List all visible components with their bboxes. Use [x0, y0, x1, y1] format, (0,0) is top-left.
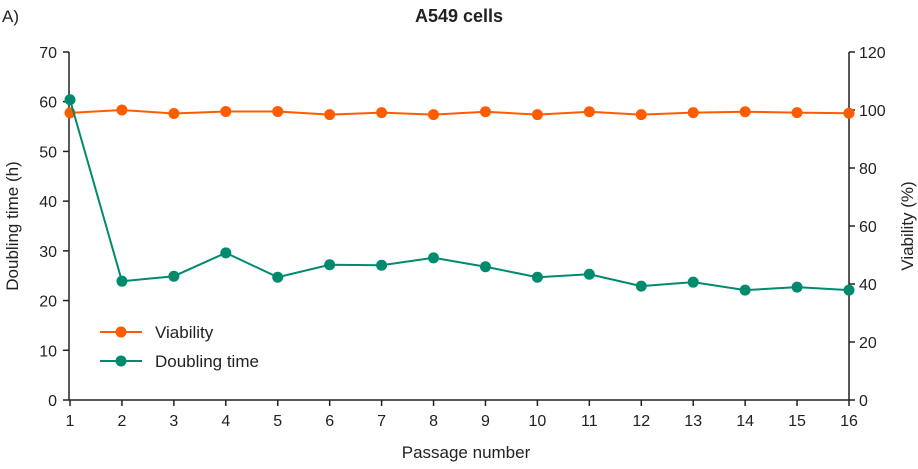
y-tick-label: 30 [39, 244, 57, 261]
viability-point [791, 107, 803, 119]
legend-viability-marker [115, 326, 127, 338]
y2-tick-label: 0 [859, 393, 868, 410]
doubling-time-point [583, 268, 595, 280]
viability-point [843, 107, 855, 119]
y-tick-label: 20 [39, 294, 57, 311]
doubling-time-point [843, 284, 855, 296]
y2-tick-label: 100 [859, 103, 886, 120]
doubling-time-point [220, 247, 232, 259]
viability-point [272, 105, 284, 117]
viability-point [479, 106, 491, 118]
viability-point [531, 109, 543, 121]
y-tick-label: 50 [39, 144, 57, 161]
doubling-time-point [635, 280, 647, 292]
doubling-time-point [428, 252, 440, 264]
doubling-time-point [531, 271, 543, 283]
y2-tick-label: 60 [859, 219, 877, 236]
viability-point [635, 109, 647, 121]
x-tick-label: 5 [273, 413, 282, 430]
x-tick-label: 13 [684, 413, 702, 430]
doubling-time-point [687, 276, 699, 288]
x-tick-label: 10 [529, 413, 547, 430]
y-tick-label: 70 [39, 45, 57, 62]
y2-tick-label: 40 [859, 277, 877, 294]
viability-point [739, 106, 751, 118]
y2-tick-label: 120 [859, 45, 886, 62]
viability-point [687, 107, 699, 119]
viability-point [220, 105, 232, 117]
doubling-time-line [69, 99, 850, 292]
chart-title: A549 cells [415, 6, 503, 26]
doubling-time-point [272, 271, 284, 283]
y2-tick-label: 20 [859, 335, 877, 352]
x-tick-label: 15 [788, 413, 806, 430]
x-tick-label: 16 [840, 413, 858, 430]
x-tick-label: 8 [429, 413, 438, 430]
x-tick-label: 9 [481, 413, 490, 430]
doubling-time-point [168, 270, 180, 282]
x-tick-label: 2 [117, 413, 126, 430]
y-axis-label: Doubling time (h) [3, 161, 22, 290]
panel-label: A) [2, 7, 19, 26]
x-tick-label: 1 [66, 413, 75, 430]
y-tick-label: 60 [39, 95, 57, 112]
legend-doubling-time-label: Doubling time [155, 352, 259, 371]
viability-point [428, 109, 440, 121]
viability-point [116, 104, 128, 116]
doubling-time-point [791, 281, 803, 293]
doubling-time-point [739, 284, 751, 296]
y-tick-label: 40 [39, 194, 57, 211]
x-tick-label: 7 [377, 413, 386, 430]
y2-axis-label: Viability (%) [898, 181, 917, 270]
y-tick-label: 0 [48, 393, 57, 410]
viability-line [69, 108, 850, 116]
doubling-time-point [116, 275, 128, 287]
x-tick-label: 3 [169, 413, 178, 430]
y2-tick-label: 80 [859, 161, 877, 178]
x-tick-label: 12 [632, 413, 650, 430]
legend-viability-label: Viability [155, 323, 214, 342]
x-tick-label: 14 [736, 413, 754, 430]
doubling-time-point [376, 259, 388, 271]
x-tick-label: 11 [581, 413, 598, 430]
viability-point [324, 109, 336, 121]
viability-point [168, 107, 180, 119]
y-tick-label: 10 [39, 343, 57, 360]
x-tick-label: 4 [221, 413, 230, 430]
doubling-time-point [479, 261, 491, 273]
x-tick-label: 6 [325, 413, 334, 430]
viability-point [376, 107, 388, 119]
x-axis-label: Passage number [402, 443, 531, 462]
viability-point [583, 106, 595, 118]
doubling-time-point [324, 259, 336, 271]
legend-doubling-time-marker [115, 355, 127, 367]
doubling-time-point [64, 94, 76, 106]
